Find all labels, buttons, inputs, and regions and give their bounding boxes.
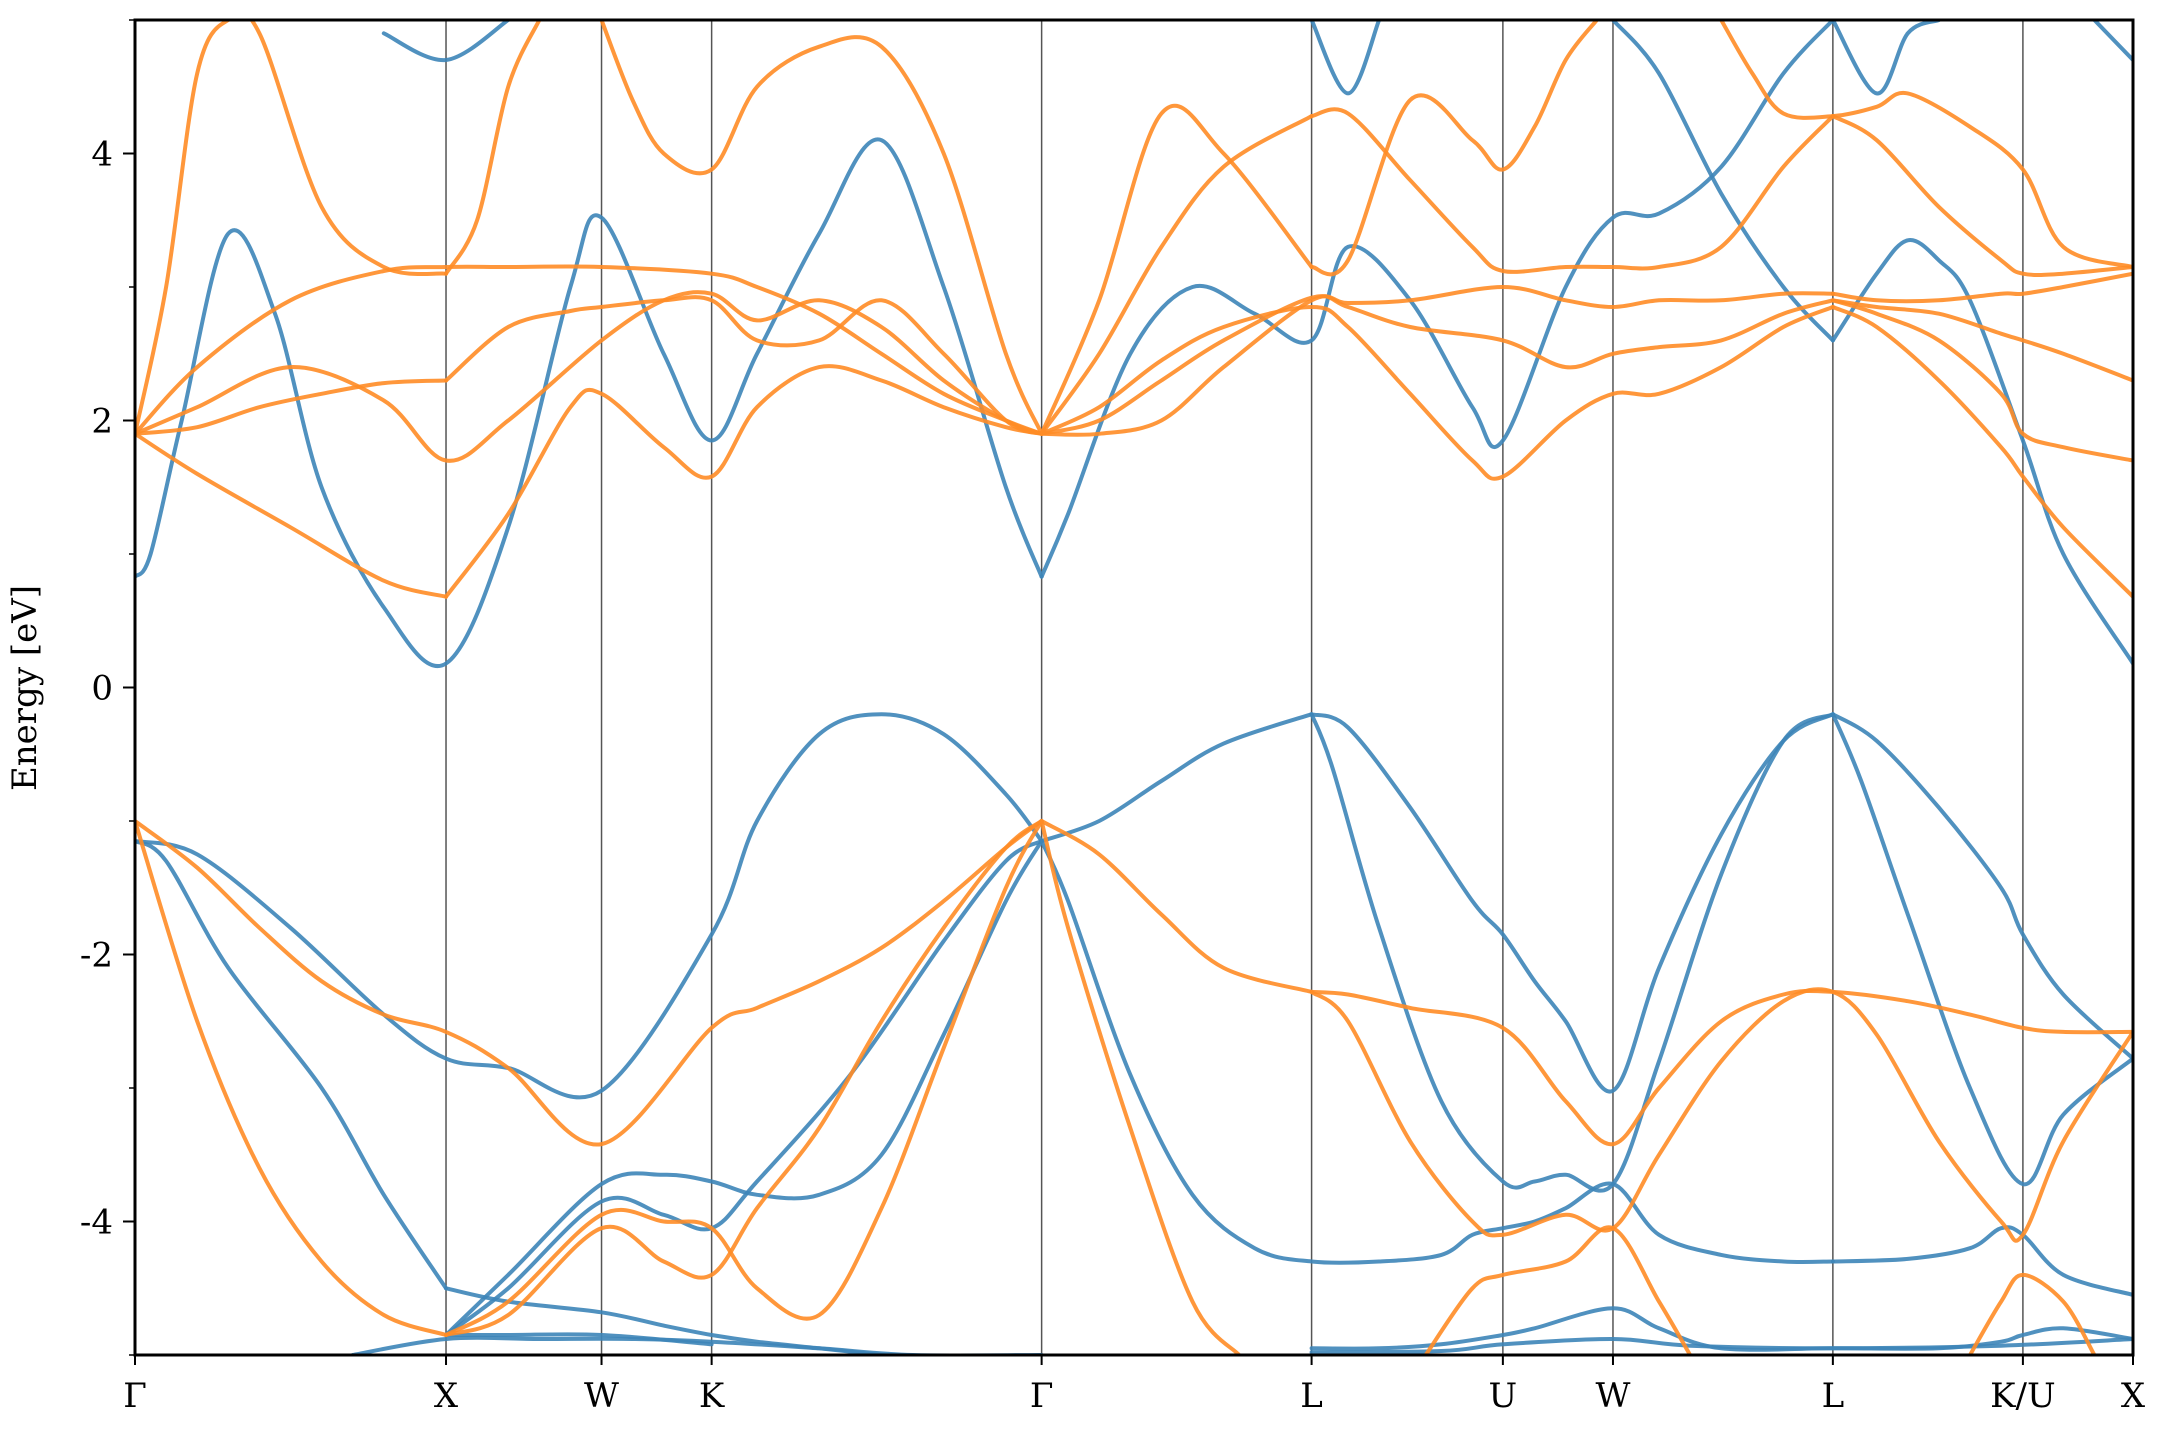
band-line (444, 839, 1044, 1337)
y-tick-label: 4 (91, 135, 113, 175)
band-line (1830, 271, 2133, 304)
band-line (1309, 1336, 2133, 1355)
x-tick-label: Γ (1030, 1376, 1054, 1416)
x-tick-label: K (699, 1376, 725, 1416)
x-tick-label: K/U (1990, 1376, 2056, 1416)
band-line (1039, 103, 1314, 436)
x-tick-label: W (1595, 1376, 1630, 1416)
band-line (381, 20, 511, 63)
band-line (1830, 305, 2133, 599)
y-tick-label: 2 (91, 402, 113, 442)
band-group-spin_down (135, 20, 2133, 1355)
band-line (1309, 987, 2133, 1243)
band-line (1719, 20, 2133, 269)
band-line (1309, 988, 2133, 1147)
band-line (1830, 20, 1941, 96)
band-line (444, 819, 1044, 1337)
band-line (1309, 107, 1835, 274)
band-line (135, 20, 448, 436)
band-line (444, 819, 1044, 1337)
band-line (444, 20, 542, 276)
band-line (1830, 1225, 2133, 1297)
band-line (1039, 114, 1314, 436)
band-line (135, 712, 1044, 1100)
band-line (599, 20, 1044, 436)
band-line (1830, 298, 2133, 383)
band-line (444, 364, 1044, 599)
band-line (444, 1286, 901, 1355)
band-line (1830, 712, 2133, 1187)
band-line (1039, 712, 1314, 843)
band-line (1039, 305, 1835, 481)
x-tick-label: Γ (123, 1376, 147, 1416)
band-line (1309, 20, 1599, 277)
band-line (1039, 819, 1242, 1355)
y-tick-label: -4 (80, 1203, 113, 1243)
band-line (135, 378, 448, 436)
band-line (135, 819, 448, 1337)
y-axis: -4 -2 0 2 4 (80, 19, 135, 1356)
band-lines (135, 20, 2133, 1355)
x-tick-label: X (2121, 1376, 2146, 1416)
band-line (135, 290, 1044, 463)
band-line (1039, 839, 1835, 1265)
y-axis-title: Energy [eV] (5, 585, 45, 791)
band-line (444, 295, 1044, 436)
x-tick-label: X (434, 1376, 459, 1416)
x-tick-label: U (1489, 1376, 1518, 1416)
x-tick-label: W (584, 1376, 619, 1416)
band-line (1039, 20, 1835, 579)
y-tick-label: 0 (91, 669, 113, 709)
band-line (135, 137, 1044, 668)
x-tick-label: L (1300, 1376, 1323, 1416)
x-axis: Γ X W K Γ L U W L K/U X (123, 1355, 2146, 1416)
band-line (1423, 1225, 1693, 1355)
band-line (1830, 238, 2133, 666)
y-tick-label: -2 (80, 936, 113, 976)
band-line (135, 264, 1044, 436)
band-line (135, 819, 1044, 1147)
band-line (1830, 712, 2133, 1061)
band-line (1830, 298, 2133, 463)
band-line (135, 839, 448, 1291)
high-symmetry-lines (445, 20, 2024, 1355)
band-line (2092, 20, 2133, 62)
band-line (1039, 285, 1835, 437)
band-line (1968, 1272, 2097, 1355)
band-line (135, 431, 448, 599)
band-line (1309, 712, 1835, 1094)
band-line (1039, 819, 1314, 994)
band-line (1830, 114, 2133, 277)
band-line (1309, 712, 1835, 1193)
band-line (350, 1335, 1044, 1355)
band-line (1309, 20, 1382, 96)
band-line (1039, 294, 1835, 436)
x-tick-label: L (1822, 1376, 1845, 1416)
band-line (1611, 20, 1835, 343)
